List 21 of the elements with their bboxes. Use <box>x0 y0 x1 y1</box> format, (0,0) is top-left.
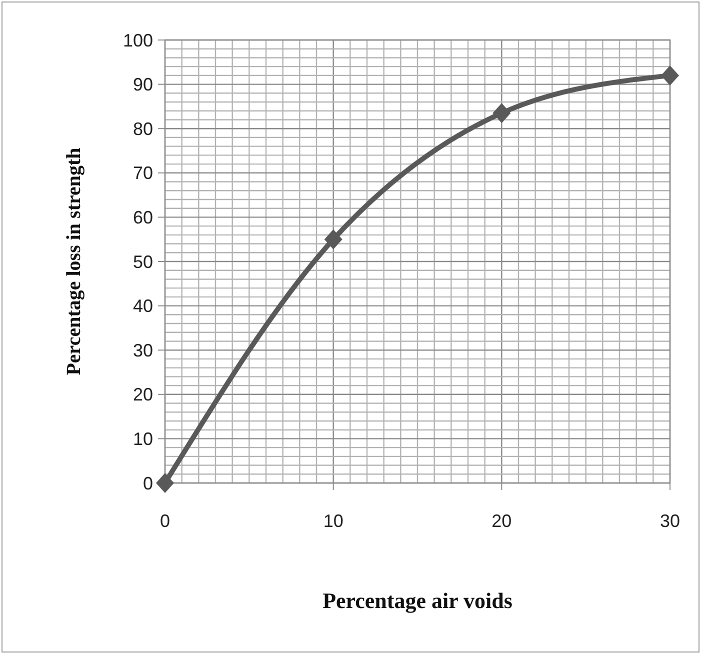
y-tick-label: 40 <box>132 296 153 316</box>
y-axis-title: Percentage loss in strength <box>63 148 85 376</box>
point <box>324 229 342 250</box>
point <box>661 65 679 86</box>
y-tick-label: 60 <box>132 208 153 228</box>
y-tick-label: 0 <box>142 473 153 494</box>
y-tick-label: 50 <box>132 252 153 272</box>
y-tick-label: 80 <box>132 118 153 139</box>
point <box>156 473 174 493</box>
x-tick-label: 10 <box>323 511 344 531</box>
y-tick-label: 70 <box>132 163 153 184</box>
y-tick-label: 10 <box>132 429 153 449</box>
x-axis-title: Percentage air voids <box>322 588 513 613</box>
point <box>492 103 511 124</box>
x-tick-label: 0 <box>160 511 170 531</box>
y-tick-label: 90 <box>132 74 153 95</box>
x-tick-label: 30 <box>660 511 680 531</box>
y-tick-label: 20 <box>132 384 153 405</box>
y-tick-label: 100 <box>122 30 153 50</box>
y-tick-label: 30 <box>132 340 153 360</box>
x-tick-label: 20 <box>492 511 512 531</box>
